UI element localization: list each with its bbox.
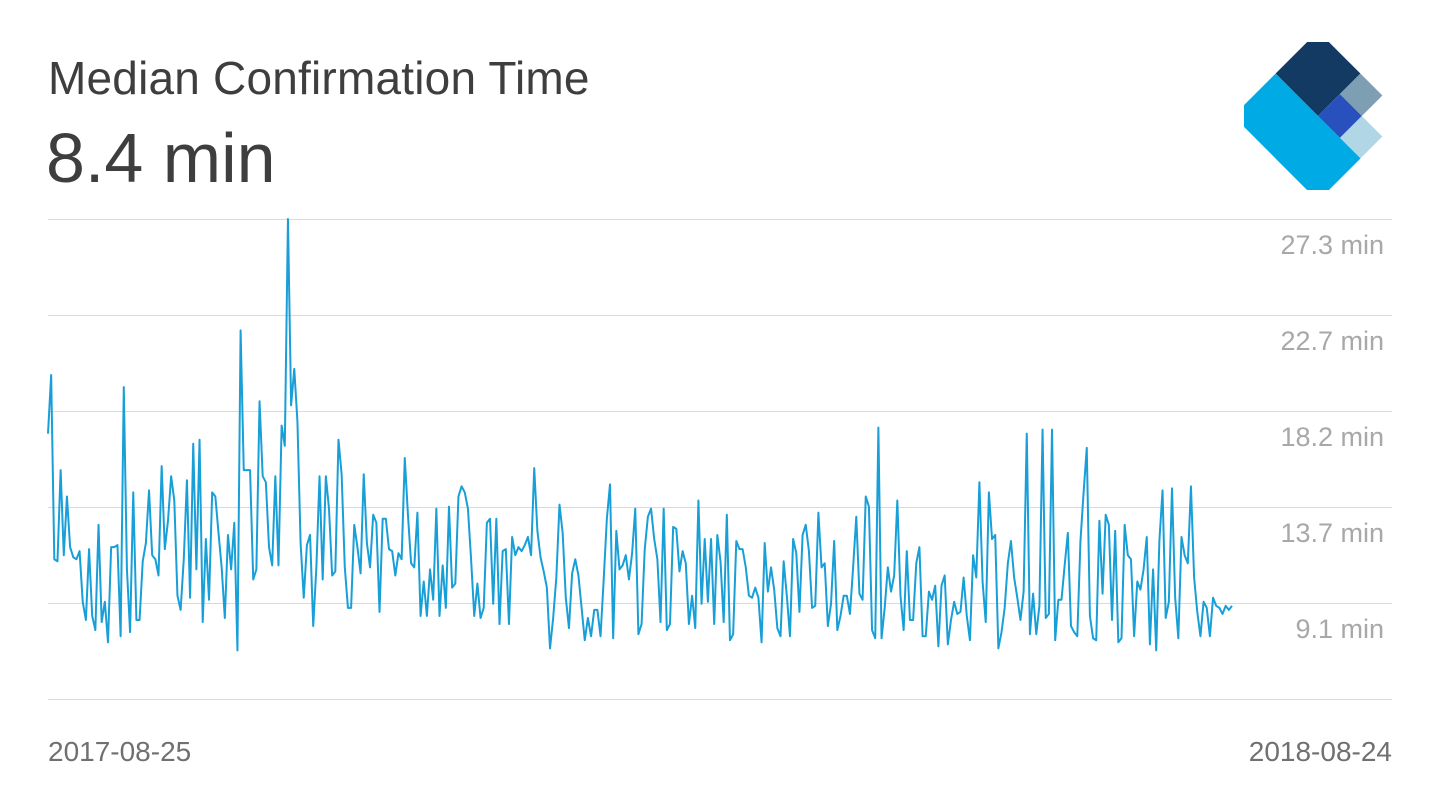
grid-lines [48, 219, 1392, 700]
y-tick-label: 18.2 min [1280, 422, 1384, 452]
current-value: 8.4 min [46, 119, 276, 197]
y-tick-label: 27.3 min [1280, 230, 1384, 260]
y-tick-label: 22.7 min [1280, 326, 1384, 356]
blockchain-logo-icon [1244, 42, 1384, 190]
series-layer [47, 218, 1233, 652]
chart-title: Median Confirmation Time [48, 52, 590, 104]
x-axis-end-label: 2018-08-24 [1248, 736, 1392, 767]
y-tick-label: 13.7 min [1280, 518, 1384, 548]
y-tick-label: 9.1 min [1295, 614, 1384, 644]
x-axis-start-label: 2017-08-25 [48, 736, 192, 767]
y-axis-ticks: 27.3 min 22.7 min 18.2 min 13.7 min 9.1 min [1280, 230, 1384, 644]
series-line [47, 218, 1233, 652]
